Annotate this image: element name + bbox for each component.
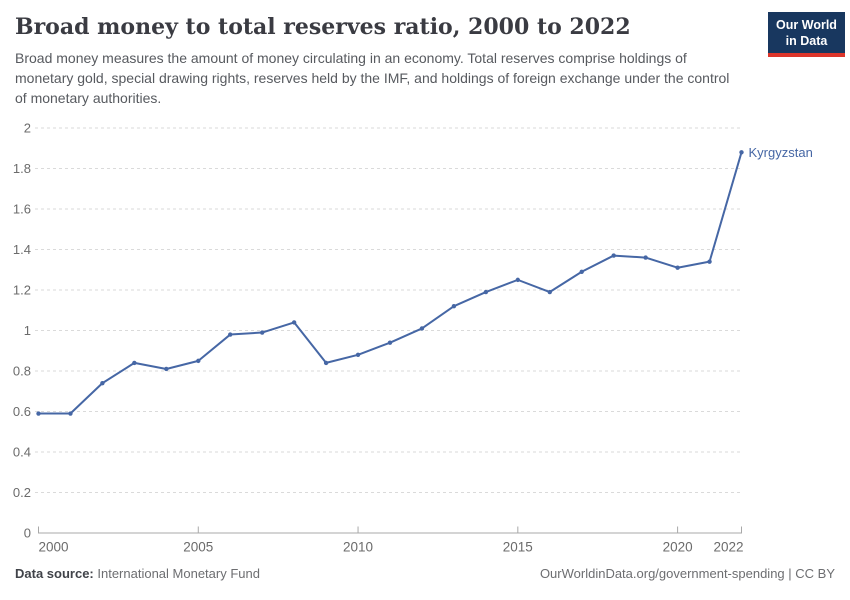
data-point[interactable]: [483, 289, 489, 295]
y-tick-label: 0.6: [13, 404, 31, 419]
owid-logo-line1: Our World: [776, 18, 837, 32]
data-point[interactable]: [196, 358, 201, 364]
data-point[interactable]: [419, 326, 425, 331]
data-point[interactable]: [579, 269, 584, 274]
data-point[interactable]: [259, 330, 265, 335]
x-tick-label: 2022: [713, 540, 743, 555]
data-source: Data source: International Monetary Fund: [15, 566, 260, 581]
chart-subtitle: Broad money measures the amount of money…: [15, 50, 730, 107]
x-tick-label: 2010: [343, 540, 373, 555]
data-point[interactable]: [675, 265, 680, 270]
x-tick-label: 2015: [503, 540, 533, 555]
data-point[interactable]: [291, 320, 297, 325]
y-tick-label: 1.2: [13, 283, 31, 298]
data-point[interactable]: [387, 340, 393, 345]
data-point[interactable]: [739, 150, 744, 155]
series-line-kyrgyzstan[interactable]: [37, 151, 743, 415]
data-source-label: Data source:: [15, 566, 94, 581]
data-point[interactable]: [451, 304, 457, 309]
owid-logo[interactable]: Our World in Data: [768, 12, 845, 57]
data-point[interactable]: [132, 360, 137, 366]
y-tick-label: 0.8: [13, 364, 31, 379]
y-tick-label: 1: [24, 323, 31, 338]
data-point[interactable]: [228, 332, 233, 337]
y-tick-label: 0.4: [13, 445, 31, 460]
x-tick-label: 2005: [183, 540, 213, 555]
data-point[interactable]: [36, 411, 41, 416]
data-point[interactable]: [355, 352, 361, 357]
data-point[interactable]: [100, 380, 105, 386]
data-point[interactable]: [611, 253, 616, 258]
owid-logo-line2: in Data: [785, 34, 828, 48]
page-title: Broad money to total reserves ratio, 200…: [15, 14, 631, 40]
y-tick-label: 1.4: [13, 242, 31, 257]
y-tick-label: 0.2: [13, 485, 31, 500]
data-point[interactable]: [707, 259, 712, 264]
data-point[interactable]: [643, 255, 648, 260]
chart-footer: Data source: International Monetary Fund…: [15, 566, 835, 581]
data-source-value: International Monetary Fund: [97, 566, 260, 581]
data-point[interactable]: [164, 366, 169, 372]
y-tick-label: 1.6: [13, 202, 31, 217]
x-tick-label: 2020: [663, 540, 693, 555]
chart-header: Broad money to total reserves ratio, 200…: [0, 0, 850, 108]
data-point[interactable]: [68, 411, 73, 416]
y-tick-label: 0: [24, 526, 31, 541]
data-point[interactable]: [547, 289, 552, 295]
data-point[interactable]: [323, 360, 329, 366]
x-tick-label: 2000: [39, 540, 69, 555]
attribution-link[interactable]: OurWorldinData.org/government-spending |…: [539, 566, 835, 581]
series-end-label[interactable]: Kyrgyzstan: [749, 145, 813, 160]
y-tick-label: 2: [24, 121, 31, 136]
data-point[interactable]: [515, 277, 521, 283]
y-tick-label: 1.8: [13, 161, 31, 176]
x-axis-line: [38, 526, 742, 534]
